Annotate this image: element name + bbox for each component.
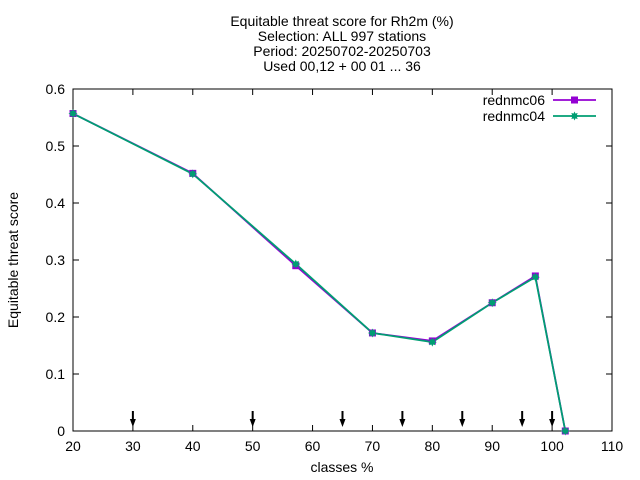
y-tick-label: 0.4: [46, 195, 66, 211]
threshold-arrow: [549, 411, 556, 427]
x-tick-label: 40: [185, 438, 201, 454]
threshold-arrow: [399, 411, 406, 427]
data-point-rednmc04: [367, 328, 377, 338]
series-line-rednmc04: [72, 112, 567, 432]
data-point-rednmc04: [68, 109, 78, 119]
plot-area: [72, 88, 613, 432]
chart-title-line-2: Selection: ALL 997 stations: [258, 28, 426, 44]
x-tick-label: 20: [65, 438, 81, 454]
x-axis-label: classes %: [310, 459, 373, 475]
data-point-rednmc04: [427, 337, 437, 347]
legend-swatch-rednmc06: [553, 96, 596, 104]
x-tick-label: 90: [484, 438, 500, 454]
x-tick-label: 50: [245, 438, 261, 454]
series-markers: [68, 109, 570, 436]
legend-marker-rednmc06: [571, 96, 578, 104]
x-axis: 20 30 40 50 60 70 80 90 100 110: [65, 89, 623, 454]
x-tick-label: 60: [305, 438, 321, 454]
y-tick-label: 0.2: [46, 309, 66, 325]
y-tick-label: 0.3: [46, 252, 66, 268]
chart-title-line-3: Period: 20250702-20250703: [253, 43, 431, 59]
legend-marker-rednmc04: [570, 111, 579, 121]
x-tick-label: 100: [540, 438, 564, 454]
chart-title-line-1: Equitable threat score for Rh2m (%): [230, 13, 453, 29]
x-tick-label: 110: [601, 438, 624, 454]
legend: rednmc06 rednmc04: [483, 92, 596, 124]
threshold-arrow: [339, 411, 346, 427]
data-point-rednmc04: [291, 259, 301, 269]
legend-swatch-rednmc04: [553, 111, 596, 121]
chart-title-line-4: Used 00,12 + 00 01 ... 36: [263, 58, 421, 74]
data-point-rednmc04: [530, 272, 540, 282]
threshold-arrow: [249, 411, 256, 427]
y-axis-label: Equitable threat score: [5, 192, 21, 328]
legend-label-rednmc06: rednmc06: [483, 92, 545, 108]
data-point-rednmc04: [487, 298, 497, 308]
y-tick-label: 0.1: [46, 366, 66, 382]
plot-border: [72, 88, 613, 432]
x-tick-label: 80: [425, 438, 441, 454]
y-axis: 0 0.1 0.2 0.3 0.4 0.5 0.6: [46, 81, 612, 439]
data-point-rednmc04: [560, 426, 570, 436]
legend-label-rednmc04: rednmc04: [483, 108, 545, 124]
y-tick-label: 0.5: [46, 138, 66, 154]
threshold-arrows: [129, 411, 556, 427]
series-lines: [72, 112, 567, 432]
y-tick-label: 0: [57, 423, 65, 439]
y-tick-label: 0.6: [46, 81, 66, 97]
threshold-arrow: [129, 411, 136, 427]
chart-title: Equitable threat score for Rh2m (%) Sele…: [230, 13, 453, 74]
series-line-rednmc06: [72, 112, 567, 432]
threshold-arrow: [459, 411, 466, 427]
x-tick-label: 70: [365, 438, 381, 454]
threshold-arrow: [519, 411, 526, 427]
data-point-rednmc04: [188, 169, 198, 179]
x-tick-label: 30: [125, 438, 141, 454]
